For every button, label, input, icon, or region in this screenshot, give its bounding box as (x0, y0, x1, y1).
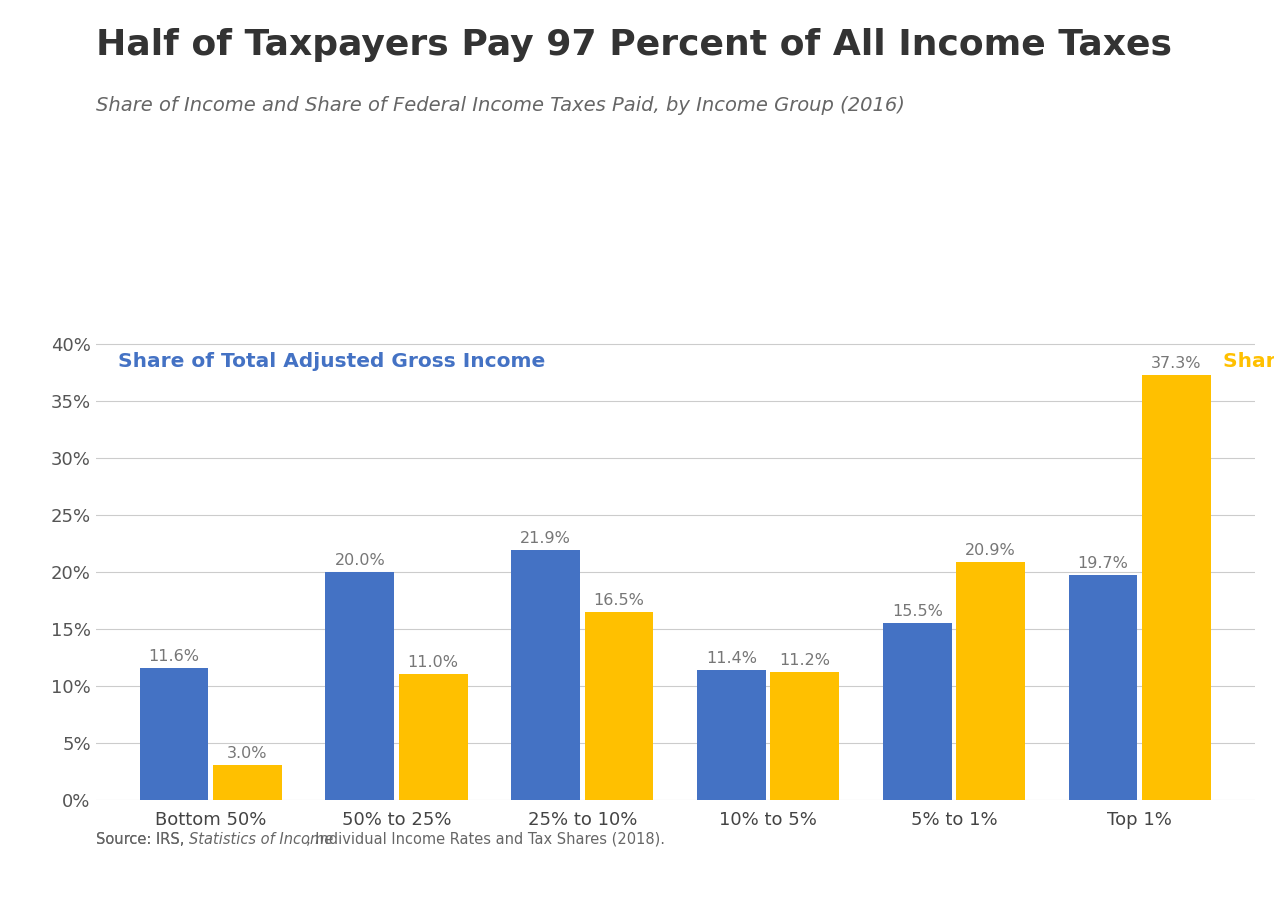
Text: Share of Total Adjusted Gross Income: Share of Total Adjusted Gross Income (117, 352, 545, 371)
Text: TAX FOUNDATION: TAX FOUNDATION (15, 877, 209, 895)
Bar (883, 623, 952, 800)
Text: 3.0%: 3.0% (227, 746, 268, 762)
Bar (957, 562, 1026, 800)
Text: 11.4%: 11.4% (706, 651, 757, 666)
Bar (511, 550, 580, 800)
Bar (697, 670, 766, 800)
Text: 16.5%: 16.5% (594, 593, 645, 607)
Text: @TaxFoundation: @TaxFoundation (1098, 877, 1259, 895)
Text: 15.5%: 15.5% (892, 604, 943, 619)
Bar (213, 766, 282, 800)
Text: 11.6%: 11.6% (149, 649, 200, 664)
Bar (325, 572, 394, 800)
Bar (1142, 375, 1210, 800)
Text: 19.7%: 19.7% (1078, 556, 1129, 572)
Text: 11.2%: 11.2% (780, 653, 831, 668)
Bar (585, 612, 654, 800)
Bar (1069, 575, 1138, 800)
Text: Half of Taxpayers Pay 97 Percent of All Income Taxes: Half of Taxpayers Pay 97 Percent of All … (96, 28, 1172, 62)
Text: Share of Total Income Taxes Paid: Share of Total Income Taxes Paid (1223, 352, 1274, 371)
Text: 20.9%: 20.9% (966, 543, 1015, 558)
Text: 20.0%: 20.0% (335, 553, 385, 568)
Text: Source: IRS,: Source: IRS, (96, 832, 189, 846)
Bar (399, 675, 468, 800)
Text: 11.0%: 11.0% (408, 655, 459, 670)
Bar (771, 672, 840, 800)
Text: 37.3%: 37.3% (1152, 357, 1201, 371)
Text: Share of Income and Share of Federal Income Taxes Paid, by Income Group (2016): Share of Income and Share of Federal Inc… (96, 96, 905, 116)
Text: Statistics of Income: Statistics of Income (189, 832, 333, 846)
Text: , Individual Income Rates and Tax Shares (2018).: , Individual Income Rates and Tax Shares… (306, 832, 665, 846)
Text: 21.9%: 21.9% (520, 531, 571, 547)
Text: Source: IRS,: Source: IRS, (96, 832, 189, 846)
Bar (140, 667, 209, 800)
